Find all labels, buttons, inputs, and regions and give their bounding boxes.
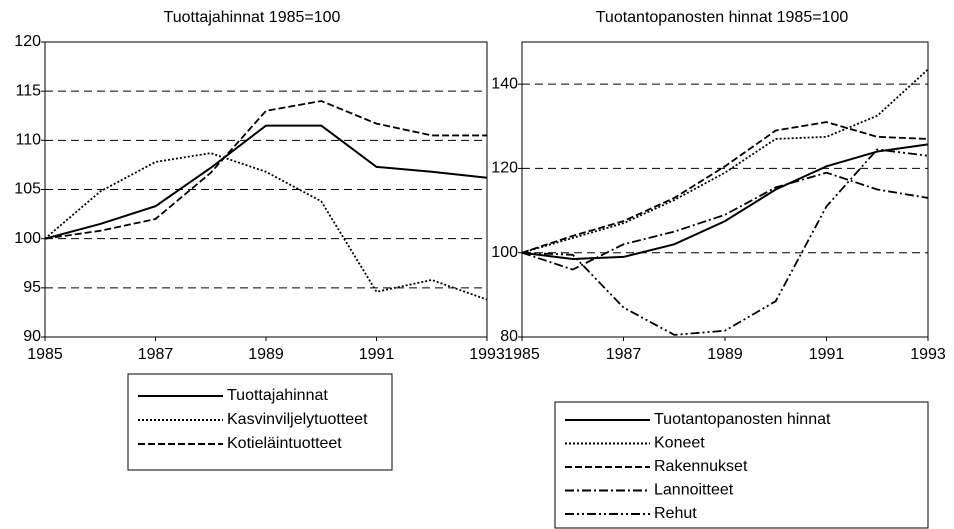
x-tick-label: 1989	[248, 346, 284, 363]
y-tick-label: 95	[23, 279, 41, 296]
line-series	[521, 171, 929, 271]
chart-title: Tuottajahinnat 1985=100	[164, 9, 341, 26]
legend-label: Lannoitteet	[654, 482, 734, 499]
y-tick-label: 115	[15, 82, 41, 99]
y-tick-label: 100	[491, 244, 518, 261]
x-tick-label: 1991	[809, 346, 845, 363]
x-tick-label: 1985	[504, 346, 540, 363]
y-tick-label: 90	[23, 328, 41, 345]
x-tick-label: 1989	[707, 346, 743, 363]
y-tick-label: 105	[14, 181, 41, 198]
line-series	[521, 143, 929, 261]
x-tick-label: 1993	[910, 346, 946, 363]
y-tick-label: 80	[500, 328, 518, 345]
line-series	[44, 100, 487, 240]
legend-label: Kotieläintuotteet	[227, 435, 342, 452]
y-tick-label: 120	[491, 160, 518, 177]
legend-label: Tuotantopanosten hinnat	[654, 411, 831, 428]
x-tick-label: 1991	[359, 346, 395, 363]
x-tick-label: 1993	[469, 346, 505, 363]
line-series	[44, 124, 488, 240]
legend-box	[554, 401, 929, 529]
y-tick-label: 100	[14, 230, 41, 247]
chart-title: Tuotantopanosten hinnat 1985=100	[596, 9, 849, 26]
legend-label: Koneet	[654, 435, 705, 452]
x-tick-label: 1985	[27, 346, 63, 363]
y-tick-label: 140	[491, 75, 518, 92]
legend-label: Rakennukset	[654, 458, 748, 475]
y-tick-label: 120	[14, 33, 41, 50]
legend-label: Kasvinviljelytuotteet	[227, 411, 368, 428]
x-tick-label: 1987	[138, 346, 174, 363]
line-series	[521, 121, 929, 254]
plot-frame	[44, 41, 488, 338]
line-series	[44, 152, 488, 301]
x-tick-label: 1987	[606, 346, 642, 363]
plot-frame	[521, 41, 929, 338]
legend-box	[127, 373, 393, 471]
line-series	[521, 148, 929, 336]
y-tick-label: 110	[15, 132, 41, 149]
legend-label: Tuottajahinnat	[227, 387, 328, 404]
line-series	[521, 68, 929, 254]
legend-label: Rehut	[654, 505, 697, 522]
